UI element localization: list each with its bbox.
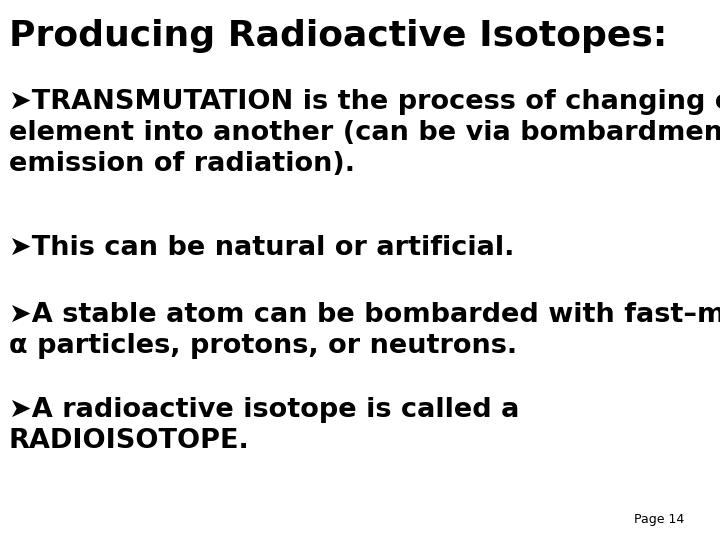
Text: ➤TRANSMUTATION is the process of changing one
element into another (can be via b: ➤TRANSMUTATION is the process of changin… [9, 89, 720, 177]
Text: ➤A radioactive isotope is called a
RADIOISOTOPE.: ➤A radioactive isotope is called a RADIO… [9, 397, 519, 454]
Text: Producing Radioactive Isotopes:: Producing Radioactive Isotopes: [9, 19, 667, 53]
Text: ➤A stable atom can be bombarded with fast–moving
α particles, protons, or neutro: ➤A stable atom can be bombarded with fas… [9, 302, 720, 360]
Text: Page 14: Page 14 [634, 514, 684, 526]
Text: ➤This can be natural or artificial.: ➤This can be natural or artificial. [9, 235, 514, 261]
